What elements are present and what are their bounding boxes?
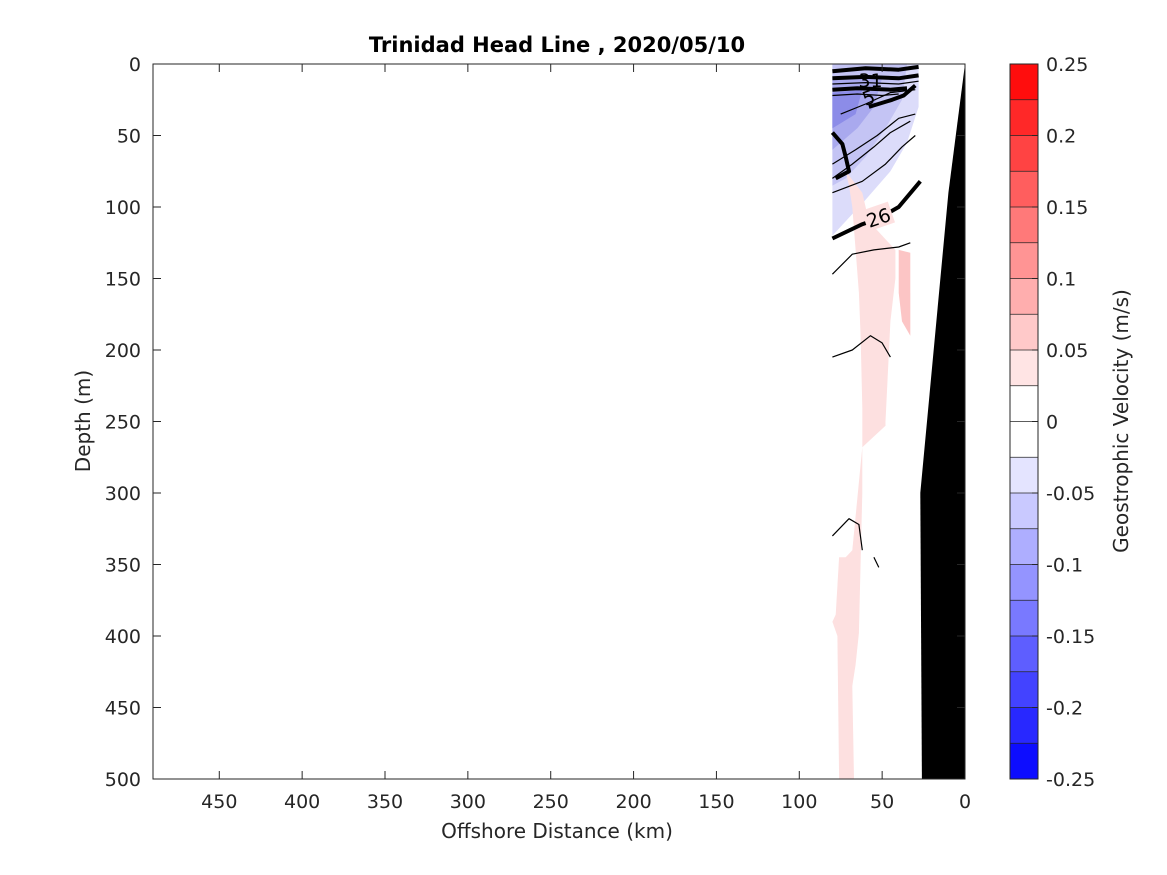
x-tick-label: 250 <box>533 791 569 813</box>
colorbar-tick-label: 0.05 <box>1046 340 1088 362</box>
seafloor-bathymetry <box>920 64 965 779</box>
x-axis-label: Offshore Distance (km) <box>441 819 673 843</box>
colorbar-swatch <box>1010 314 1038 351</box>
colorbar-swatch <box>1010 421 1038 458</box>
colorbar-swatch <box>1010 99 1038 136</box>
isopycnal-line <box>873 557 880 568</box>
colorbar-swatch <box>1010 278 1038 315</box>
colorbar-tick-label: -0.25 <box>1046 769 1095 791</box>
y-tick-label: 200 <box>105 340 141 362</box>
x-tick-label: 150 <box>698 791 734 813</box>
x-tick-label: 350 <box>367 791 403 813</box>
isopycnal-line <box>832 120 911 179</box>
y-tick-label: 250 <box>105 412 141 434</box>
plot-background <box>153 64 965 779</box>
y-tick-label: 300 <box>105 483 141 505</box>
y-tick-label: 400 <box>105 626 141 648</box>
colorbar-swatch <box>1010 493 1038 530</box>
contour-label-bg <box>861 201 895 232</box>
isopycnal-line <box>832 113 916 165</box>
y-tick-label: 150 <box>105 269 141 291</box>
colorbar-tick-label: 0 <box>1046 412 1058 434</box>
x-tick-label: 450 <box>201 791 237 813</box>
colorbar-tick-label: -0.2 <box>1046 698 1083 720</box>
y-tick-label: 450 <box>105 698 141 720</box>
colorbar-tick-label: 0.15 <box>1046 197 1088 219</box>
colorbar: 0.25 0.2 0.15 0.1 0.05 0 -0.05 -0.1 -0.15 -0.2 -0.… <box>1009 54 1095 791</box>
isopycnal-line <box>832 86 908 92</box>
y-axis: 0 50 100 150 200 250 300 350 400 450 500 <box>105 54 965 791</box>
colorbar-swatch <box>1010 528 1038 565</box>
x-tick-label: 50 <box>870 791 894 813</box>
colorbar-label: Geostrophic Velocity (m/s) <box>1109 289 1133 553</box>
colorbar-tick-label: -0.15 <box>1046 626 1095 648</box>
colorbar-tick-label: 0.1 <box>1046 269 1076 291</box>
x-tick-label: 100 <box>781 791 817 813</box>
colorbar-tick-label: -0.1 <box>1046 555 1083 577</box>
isopycnal-line <box>832 80 919 85</box>
colorbar-swatch <box>1010 350 1038 387</box>
y-tick-label: 100 <box>105 197 141 219</box>
contour-labels: 315 <box>858 70 882 111</box>
velocity-region-northward-moderate <box>898 249 911 336</box>
colorbar-swatch <box>1010 64 1038 101</box>
isopycnal-contours: 26 <box>830 64 922 568</box>
y-tick-label: 500 <box>105 769 141 791</box>
isopycnal-line <box>832 335 891 358</box>
colorbar-swatch <box>1010 600 1038 637</box>
colorbar-swatch <box>1010 743 1038 780</box>
y-tick-label: 50 <box>117 126 141 148</box>
colorbar-swatch <box>1010 636 1038 673</box>
colorbar-swatch <box>1010 671 1038 708</box>
colorbar-swatch <box>1010 564 1038 601</box>
x-tick-label: 200 <box>615 791 651 813</box>
bathymetry-layer <box>920 64 965 779</box>
isopycnal-line <box>832 93 899 97</box>
isopycnal-line <box>831 518 863 551</box>
contour-label: 31 <box>858 70 882 92</box>
colorbar-swatch <box>1010 242 1038 279</box>
colorbar-swatch <box>1010 707 1038 744</box>
colorbar-tick-label: -0.05 <box>1046 483 1095 505</box>
chart-title: Trinidad Head Line , 2020/05/10 <box>369 33 745 57</box>
x-tick-label: 400 <box>284 791 320 813</box>
isopycnal-line <box>831 242 911 275</box>
colorbar-swatch <box>1010 457 1038 494</box>
isopycnal-line <box>832 73 919 81</box>
colorbar-swatch <box>1010 171 1038 208</box>
colorbar-swatch <box>1010 135 1038 172</box>
isopycnal-line <box>840 89 916 115</box>
colorbar-tick-label: 0.25 <box>1046 54 1088 76</box>
velocity-region-northward-weak <box>832 171 896 780</box>
y-axis-label: Depth (m) <box>71 370 95 472</box>
y-tick-label: 0 <box>129 54 141 76</box>
plot-area: 26 315 <box>152 63 966 780</box>
velocity-region-southward-strongest <box>832 89 863 129</box>
isopycnal-line <box>830 131 851 181</box>
x-tick-label: 300 <box>450 791 486 813</box>
y-tick-label: 350 <box>105 555 141 577</box>
colorbar-swatch <box>1010 385 1038 422</box>
x-axis: 450 400 350 300 250 200 150 100 50 0 <box>201 64 971 813</box>
x-tick-label: 0 <box>959 791 971 813</box>
isopycnal-line <box>832 135 916 194</box>
colorbar-tick-label: 0.2 <box>1046 126 1076 148</box>
colorbar-swatch <box>1010 207 1038 244</box>
